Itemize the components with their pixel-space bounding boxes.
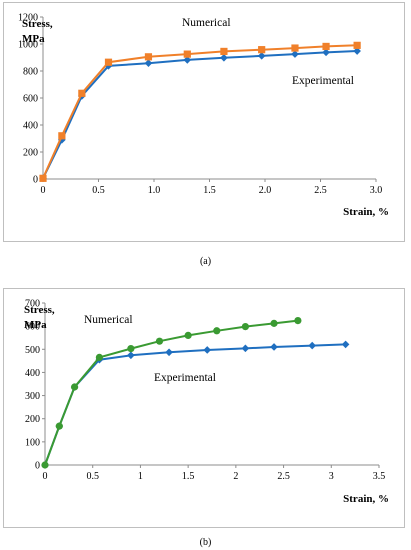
data-point <box>58 132 66 140</box>
data-point <box>308 341 316 350</box>
series-experimental <box>41 340 350 469</box>
series-numerical <box>39 41 361 182</box>
y-axis-label-line1: Stress, <box>22 18 53 30</box>
y-tick-label: 800 <box>23 67 38 78</box>
data-point <box>322 42 330 51</box>
y-axis-label-line1: Stress, <box>24 304 55 316</box>
data-point <box>144 53 153 61</box>
data-point <box>241 344 250 353</box>
y-tick-label: 0 <box>33 175 38 186</box>
y-tick-label: 400 <box>23 121 38 132</box>
x-tick-label: 1 <box>138 471 143 482</box>
y-tick-label: 600 <box>25 322 40 333</box>
data-point <box>183 56 192 64</box>
x-tick-label: 1.0 <box>148 185 161 196</box>
data-point <box>184 331 192 339</box>
y-axis-label-line2: MPa <box>22 33 45 45</box>
y-tick-label: 500 <box>25 345 40 356</box>
data-point <box>104 58 113 66</box>
x-tick-label: 3 <box>329 471 334 482</box>
data-point <box>291 44 299 52</box>
data-point <box>165 348 173 357</box>
x-tick-label: 3.5 <box>373 471 386 482</box>
x-tick-label: 2.5 <box>277 471 290 482</box>
panel-label-b: (b) <box>199 537 212 548</box>
series-annotation: Experimental <box>292 75 354 87</box>
series-line-experimental <box>42 50 358 179</box>
x-axis-label: Strain, % <box>343 493 389 505</box>
series-line-experimental <box>44 343 346 466</box>
series-annotation: Numerical <box>182 17 231 29</box>
data-point <box>270 343 278 351</box>
y-tick-label: 1200 <box>18 13 38 24</box>
series-line-numerical <box>42 44 358 179</box>
data-point <box>257 52 266 60</box>
data-point <box>183 50 191 58</box>
series-experimental <box>39 47 361 183</box>
x-tick-label: 0 <box>41 185 46 196</box>
data-point <box>241 323 249 331</box>
x-tick-label: 1.5 <box>182 471 195 482</box>
stress-strain-chart-a: 0 200 400 600 800 1000 1200 0 0.5 1.0 1.5 2.0 2.5 3.0… <box>18 13 389 219</box>
data-point <box>70 383 79 391</box>
data-point <box>353 41 361 49</box>
data-point <box>127 351 135 360</box>
x-tick-label: 0.5 <box>86 471 99 482</box>
data-point <box>155 337 164 345</box>
x-axis-label: Strain, % <box>343 206 389 218</box>
data-point <box>78 89 86 97</box>
y-tick-label: 700 <box>25 299 40 310</box>
data-point <box>258 46 266 54</box>
chart-panel-a: 0 200 400 600 800 1000 1200 0 0.5 1.0 1.5 2.0 2.5 3.0… <box>3 2 405 242</box>
data-point <box>353 47 361 55</box>
stress-strain-chart-b: 0 100 200 300 400 500 600 700 0 0.5 1 1.5 2 2.5 3 3.5 St… <box>24 299 389 506</box>
data-point <box>322 48 330 57</box>
data-point <box>144 59 153 67</box>
x-tick-label: 2 <box>233 471 238 482</box>
data-point <box>294 316 302 325</box>
y-tick-label: 0 <box>35 461 40 472</box>
data-point <box>220 47 228 56</box>
x-tick-label: 0 <box>43 471 48 482</box>
y-tick-label: 200 <box>25 414 40 425</box>
y-axis-label-line2: MPa <box>24 319 47 331</box>
chart-panel-b: 0 100 200 300 400 500 600 700 0 0.5 1 1.5 2 2.5 3 3.5 St… <box>3 288 405 528</box>
data-point <box>55 422 63 430</box>
y-tick-label: 1000 <box>18 40 38 51</box>
y-tick-label: 200 <box>23 148 38 159</box>
x-tick-label: 2.5 <box>314 185 327 196</box>
data-point <box>291 50 299 58</box>
data-point <box>270 319 278 327</box>
y-tick-label: 400 <box>25 368 40 379</box>
data-point <box>95 353 103 361</box>
series-annotation: Numerical <box>84 314 133 326</box>
data-point <box>220 53 228 62</box>
y-tick-label: 600 <box>23 94 38 105</box>
series-line-numerical <box>44 319 299 466</box>
y-tick-label: 100 <box>25 437 40 448</box>
x-tick-label: 0.5 <box>92 185 105 196</box>
data-point <box>203 346 212 354</box>
data-point <box>127 344 135 353</box>
panel-label-a: (a) <box>199 256 212 267</box>
series-annotation: Experimental <box>154 372 216 384</box>
data-point <box>213 327 221 335</box>
x-tick-label: 1.5 <box>203 185 216 196</box>
data-point <box>341 340 350 349</box>
x-tick-label: 2.0 <box>259 185 272 196</box>
data-point <box>41 461 49 469</box>
series-numerical <box>41 316 302 469</box>
data-point <box>39 174 47 182</box>
x-tick-label: 3.0 <box>370 185 383 196</box>
y-tick-label: 300 <box>25 391 40 402</box>
